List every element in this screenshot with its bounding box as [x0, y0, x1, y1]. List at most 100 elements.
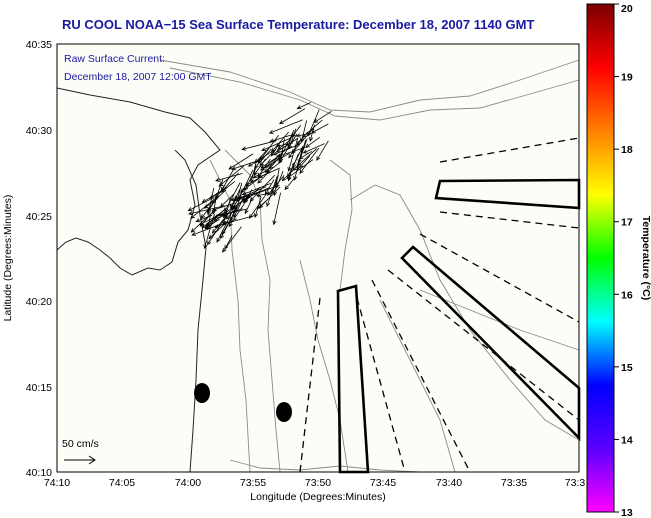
y-axis: 40:35 40:30 40:25 40:20 40:15 40:10 Lati…: [2, 39, 52, 479]
annotation-line-2: December 18, 2007 12:00 GMT: [64, 71, 212, 83]
x-tick-label: 74:05: [109, 477, 135, 489]
bathymetry-contours: [159, 59, 580, 473]
current-vector: [296, 102, 311, 109]
current-vector: [237, 186, 267, 200]
current-vector: [260, 157, 278, 169]
surface-current-vectors: [187, 102, 332, 253]
current-vector: [305, 136, 321, 148]
current-vector: [310, 123, 329, 134]
colorbar-tick-label: 19: [621, 72, 633, 84]
current-vector: [199, 212, 213, 227]
current-vector: [316, 140, 329, 161]
current-vector: [313, 110, 332, 123]
x-tick-label: 73:3: [565, 477, 586, 489]
colorbar-tick-label: 15: [621, 362, 633, 374]
current-vector: [187, 196, 215, 212]
current-vector: [257, 134, 279, 164]
radial-dashed-lines: [299, 137, 580, 473]
chart-title: RU COOL NOAA−15 Sea Surface Temperature:…: [62, 17, 534, 32]
x-tick-label: 73:35: [501, 477, 527, 489]
colorbar-ticks: 20 19 18 17 16 15 14 13: [614, 3, 633, 518]
current-vector: [231, 160, 259, 171]
x-tick-label: 74:00: [175, 477, 201, 489]
current-vector: [222, 226, 242, 253]
y-tick-label: 40:15: [26, 382, 52, 394]
x-tick-label: 73:45: [370, 477, 396, 489]
y-tick-label: 40:30: [26, 125, 52, 137]
current-vector: [239, 177, 260, 193]
y-axis-label: Latitude (Degrees:Minutes): [2, 195, 14, 322]
current-vector: [279, 108, 306, 125]
current-vector: [218, 165, 245, 187]
current-vector: [302, 143, 325, 154]
current-vector: [252, 169, 269, 179]
current-vector: [266, 161, 281, 174]
current-vector: [259, 148, 277, 167]
current-vector: [299, 147, 320, 174]
current-vector: [188, 206, 222, 216]
current-vector: [207, 215, 227, 246]
colorbar-tick-label: 14: [621, 434, 633, 446]
current-vector: [205, 205, 236, 227]
current-vector: [293, 147, 304, 181]
current-vector: [254, 196, 262, 218]
current-vector: [292, 148, 318, 171]
x-tick-label: 73:40: [436, 477, 462, 489]
current-vector: [295, 133, 311, 138]
plot-frame: [56, 43, 580, 473]
current-vector: [191, 223, 221, 236]
y-tick-label: 40:10: [26, 467, 52, 479]
current-vector: [241, 183, 271, 196]
current-vector: [256, 192, 271, 198]
colorbar-tick-label: 20: [621, 3, 633, 15]
current-vector: [214, 218, 237, 229]
current-vector: [224, 182, 241, 213]
current-vector: [220, 207, 238, 240]
current-vector: [287, 138, 298, 172]
current-vector: [278, 132, 294, 161]
colorbar-tick-label: 18: [621, 144, 633, 156]
current-vector: [230, 188, 241, 210]
colorbar-gradient: [586, 3, 615, 513]
current-vector: [261, 137, 292, 152]
x-axis: 74:10 74:05 74:00 73:55 73:50 73:45 73:4…: [44, 477, 586, 503]
y-tick-label: 40:25: [26, 211, 52, 223]
x-tick-label: 73:55: [240, 477, 266, 489]
current-vector: [275, 137, 299, 153]
scale-arrow-label: 50 cm/s: [62, 438, 99, 450]
current-vector: [228, 153, 254, 170]
current-vector: [211, 189, 227, 204]
current-vector: [245, 185, 278, 199]
current-vector: [244, 167, 257, 192]
current-vector: [245, 172, 269, 187]
x-tick-label: 74:10: [44, 477, 70, 489]
current-vector: [264, 179, 275, 196]
radar-site-marker: [276, 402, 292, 422]
current-vector: [287, 146, 304, 178]
plot-background: [57, 44, 579, 472]
current-vector: [284, 177, 296, 191]
current-vector: [241, 140, 277, 151]
colorbar-label: Temperature (°C): [640, 216, 651, 301]
x-tick-label: 73:50: [305, 477, 331, 489]
current-vector: [211, 202, 236, 212]
current-vector: [268, 119, 303, 134]
current-vector: [220, 208, 248, 217]
current-vector: [272, 192, 281, 226]
current-vector: [230, 191, 261, 202]
colorbar-tick-label: 17: [621, 217, 633, 229]
map-plot-area: 50 cm/s Raw Surface Current: December 18…: [56, 43, 581, 474]
y-tick-label: 40:35: [26, 39, 52, 51]
colorbar-tick-label: 16: [621, 289, 633, 301]
x-axis-label: Longitude (Degrees:Minutes): [250, 491, 385, 503]
current-vector: [195, 214, 213, 223]
current-vector: [228, 202, 246, 228]
current-vector: [272, 144, 299, 156]
annotation-line-1: Raw Surface Current:: [64, 53, 165, 65]
coastline: [56, 87, 221, 276]
current-vector: [272, 169, 280, 197]
current-vector: [266, 176, 278, 208]
coastline-barrier-island: [174, 149, 207, 473]
current-vector: [219, 193, 234, 208]
